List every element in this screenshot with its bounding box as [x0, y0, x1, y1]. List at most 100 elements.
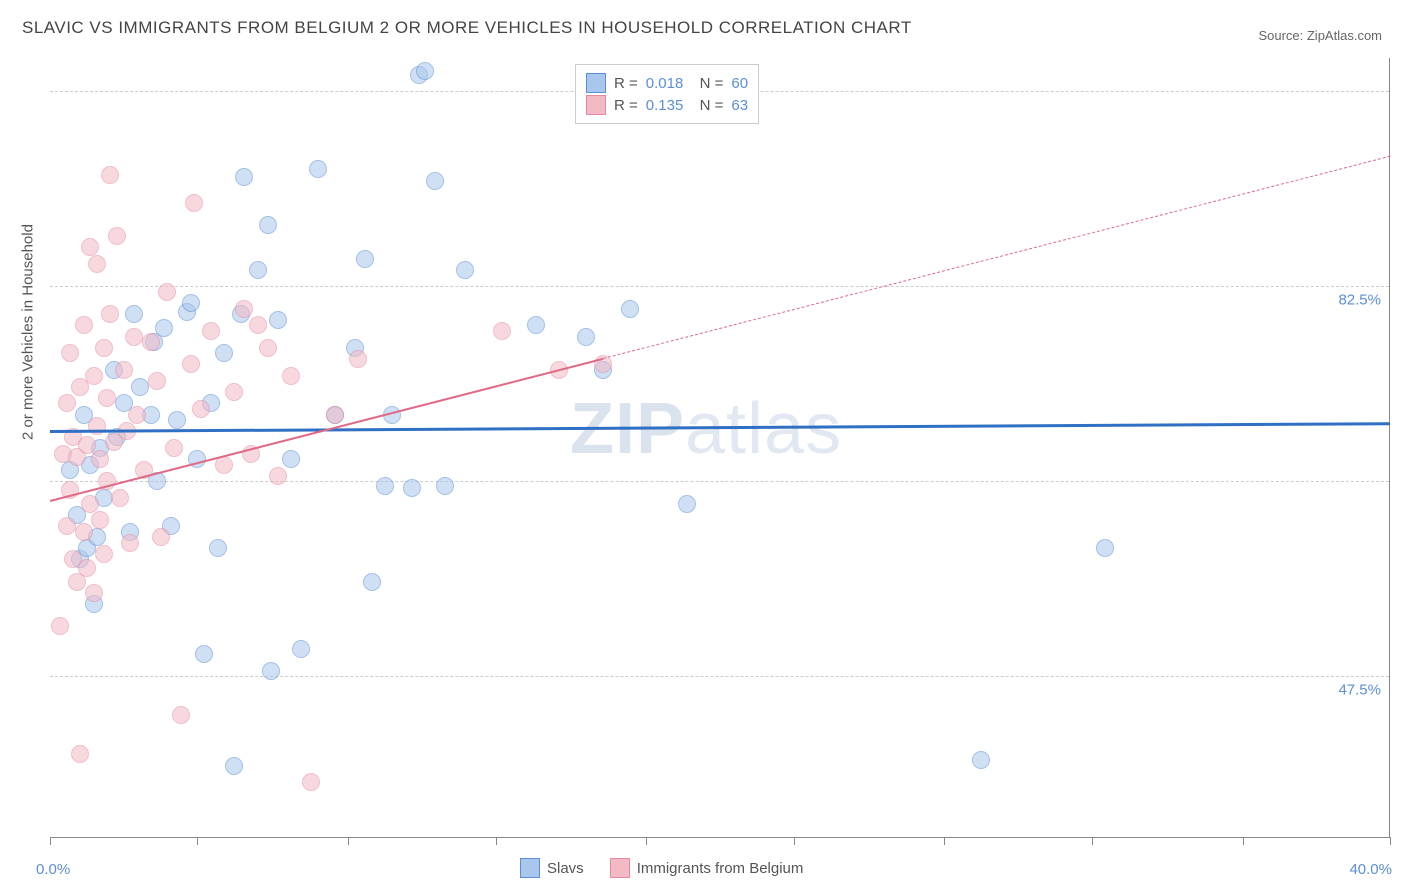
legend-label: Slavs — [547, 860, 584, 877]
legend-n-label: N = — [691, 75, 723, 92]
x-tick — [944, 837, 945, 845]
data-point — [209, 539, 227, 557]
data-point — [128, 406, 146, 424]
legend-r-value: 0.018 — [646, 75, 684, 92]
data-point — [292, 640, 310, 658]
data-point — [262, 662, 280, 680]
data-point — [282, 450, 300, 468]
data-point — [85, 584, 103, 602]
legend-swatch — [586, 73, 606, 93]
legend-stat-row: R =0.135 N =63 — [586, 95, 748, 115]
data-point — [121, 534, 139, 552]
data-point — [349, 350, 367, 368]
data-point — [108, 227, 126, 245]
x-tick — [50, 837, 51, 845]
data-point — [259, 216, 277, 234]
data-point — [678, 495, 696, 513]
data-point — [225, 383, 243, 401]
data-point — [78, 559, 96, 577]
x-tick — [794, 837, 795, 845]
data-point — [111, 489, 129, 507]
data-point — [101, 166, 119, 184]
legend-n-value: 60 — [731, 75, 748, 92]
data-point — [493, 322, 511, 340]
data-point — [81, 495, 99, 513]
legend-r-label: R = — [614, 97, 638, 114]
legend-n-value: 63 — [731, 97, 748, 114]
data-point — [101, 305, 119, 323]
data-point — [51, 617, 69, 635]
data-point — [142, 333, 160, 351]
data-point — [58, 394, 76, 412]
data-point — [235, 168, 253, 186]
data-point — [85, 367, 103, 385]
x-tick — [1092, 837, 1093, 845]
data-point — [972, 751, 990, 769]
data-point — [155, 319, 173, 337]
legend-stats: R =0.018 N =60R =0.135 N =63 — [575, 64, 759, 124]
data-point — [98, 389, 116, 407]
data-point — [75, 316, 93, 334]
data-point — [88, 255, 106, 273]
gridline — [50, 676, 1389, 677]
data-point — [71, 745, 89, 763]
legend-label: Immigrants from Belgium — [637, 860, 804, 877]
legend-swatch — [520, 858, 540, 878]
data-point — [302, 773, 320, 791]
x-tick — [646, 837, 647, 845]
x-axis-max-label: 40.0% — [1349, 861, 1392, 878]
x-tick — [1243, 837, 1244, 845]
source-label: Source: ZipAtlas.com — [1258, 28, 1382, 43]
data-point — [577, 328, 595, 346]
data-point — [403, 479, 421, 497]
y-tick-label: 82.5% — [1330, 292, 1381, 309]
trend-line — [50, 422, 1390, 432]
data-point — [356, 250, 374, 268]
data-point — [249, 316, 267, 334]
data-point — [1096, 539, 1114, 557]
data-point — [95, 339, 113, 357]
y-axis-title: 2 or more Vehicles in Household — [20, 224, 37, 440]
y-tick-label: 47.5% — [1330, 682, 1381, 699]
data-point — [125, 328, 143, 346]
data-point — [182, 355, 200, 373]
data-point — [115, 361, 133, 379]
legend-stat-row: R = 0.018 N = 60 — [586, 73, 748, 93]
data-point — [91, 450, 109, 468]
data-point — [61, 344, 79, 362]
data-point — [259, 339, 277, 357]
plot-area: ZIPatlas 47.5%82.5% — [50, 58, 1390, 838]
data-point — [192, 400, 210, 418]
data-point — [456, 261, 474, 279]
legend-r-label: R = — [614, 75, 638, 92]
gridline — [50, 286, 1389, 287]
data-point — [269, 467, 287, 485]
x-tick — [1390, 837, 1391, 845]
legend-item: Immigrants from Belgium — [610, 858, 804, 878]
data-point — [91, 511, 109, 529]
data-point — [195, 645, 213, 663]
data-point — [202, 322, 220, 340]
data-point — [326, 406, 344, 424]
data-point — [235, 300, 253, 318]
data-point — [376, 477, 394, 495]
data-point — [215, 344, 233, 362]
data-point — [158, 283, 176, 301]
data-point — [416, 62, 434, 80]
data-point — [185, 194, 203, 212]
data-point — [249, 261, 267, 279]
x-axis-min-label: 0.0% — [36, 861, 70, 878]
data-point — [309, 160, 327, 178]
data-point — [269, 311, 287, 329]
legend-n-label: N = — [691, 97, 723, 114]
data-point — [282, 367, 300, 385]
gridline — [50, 481, 1389, 482]
legend-swatch — [610, 858, 630, 878]
data-point — [621, 300, 639, 318]
data-point — [81, 238, 99, 256]
data-point — [426, 172, 444, 190]
data-point — [58, 517, 76, 535]
x-tick — [348, 837, 349, 845]
data-point — [363, 573, 381, 591]
data-point — [131, 378, 149, 396]
